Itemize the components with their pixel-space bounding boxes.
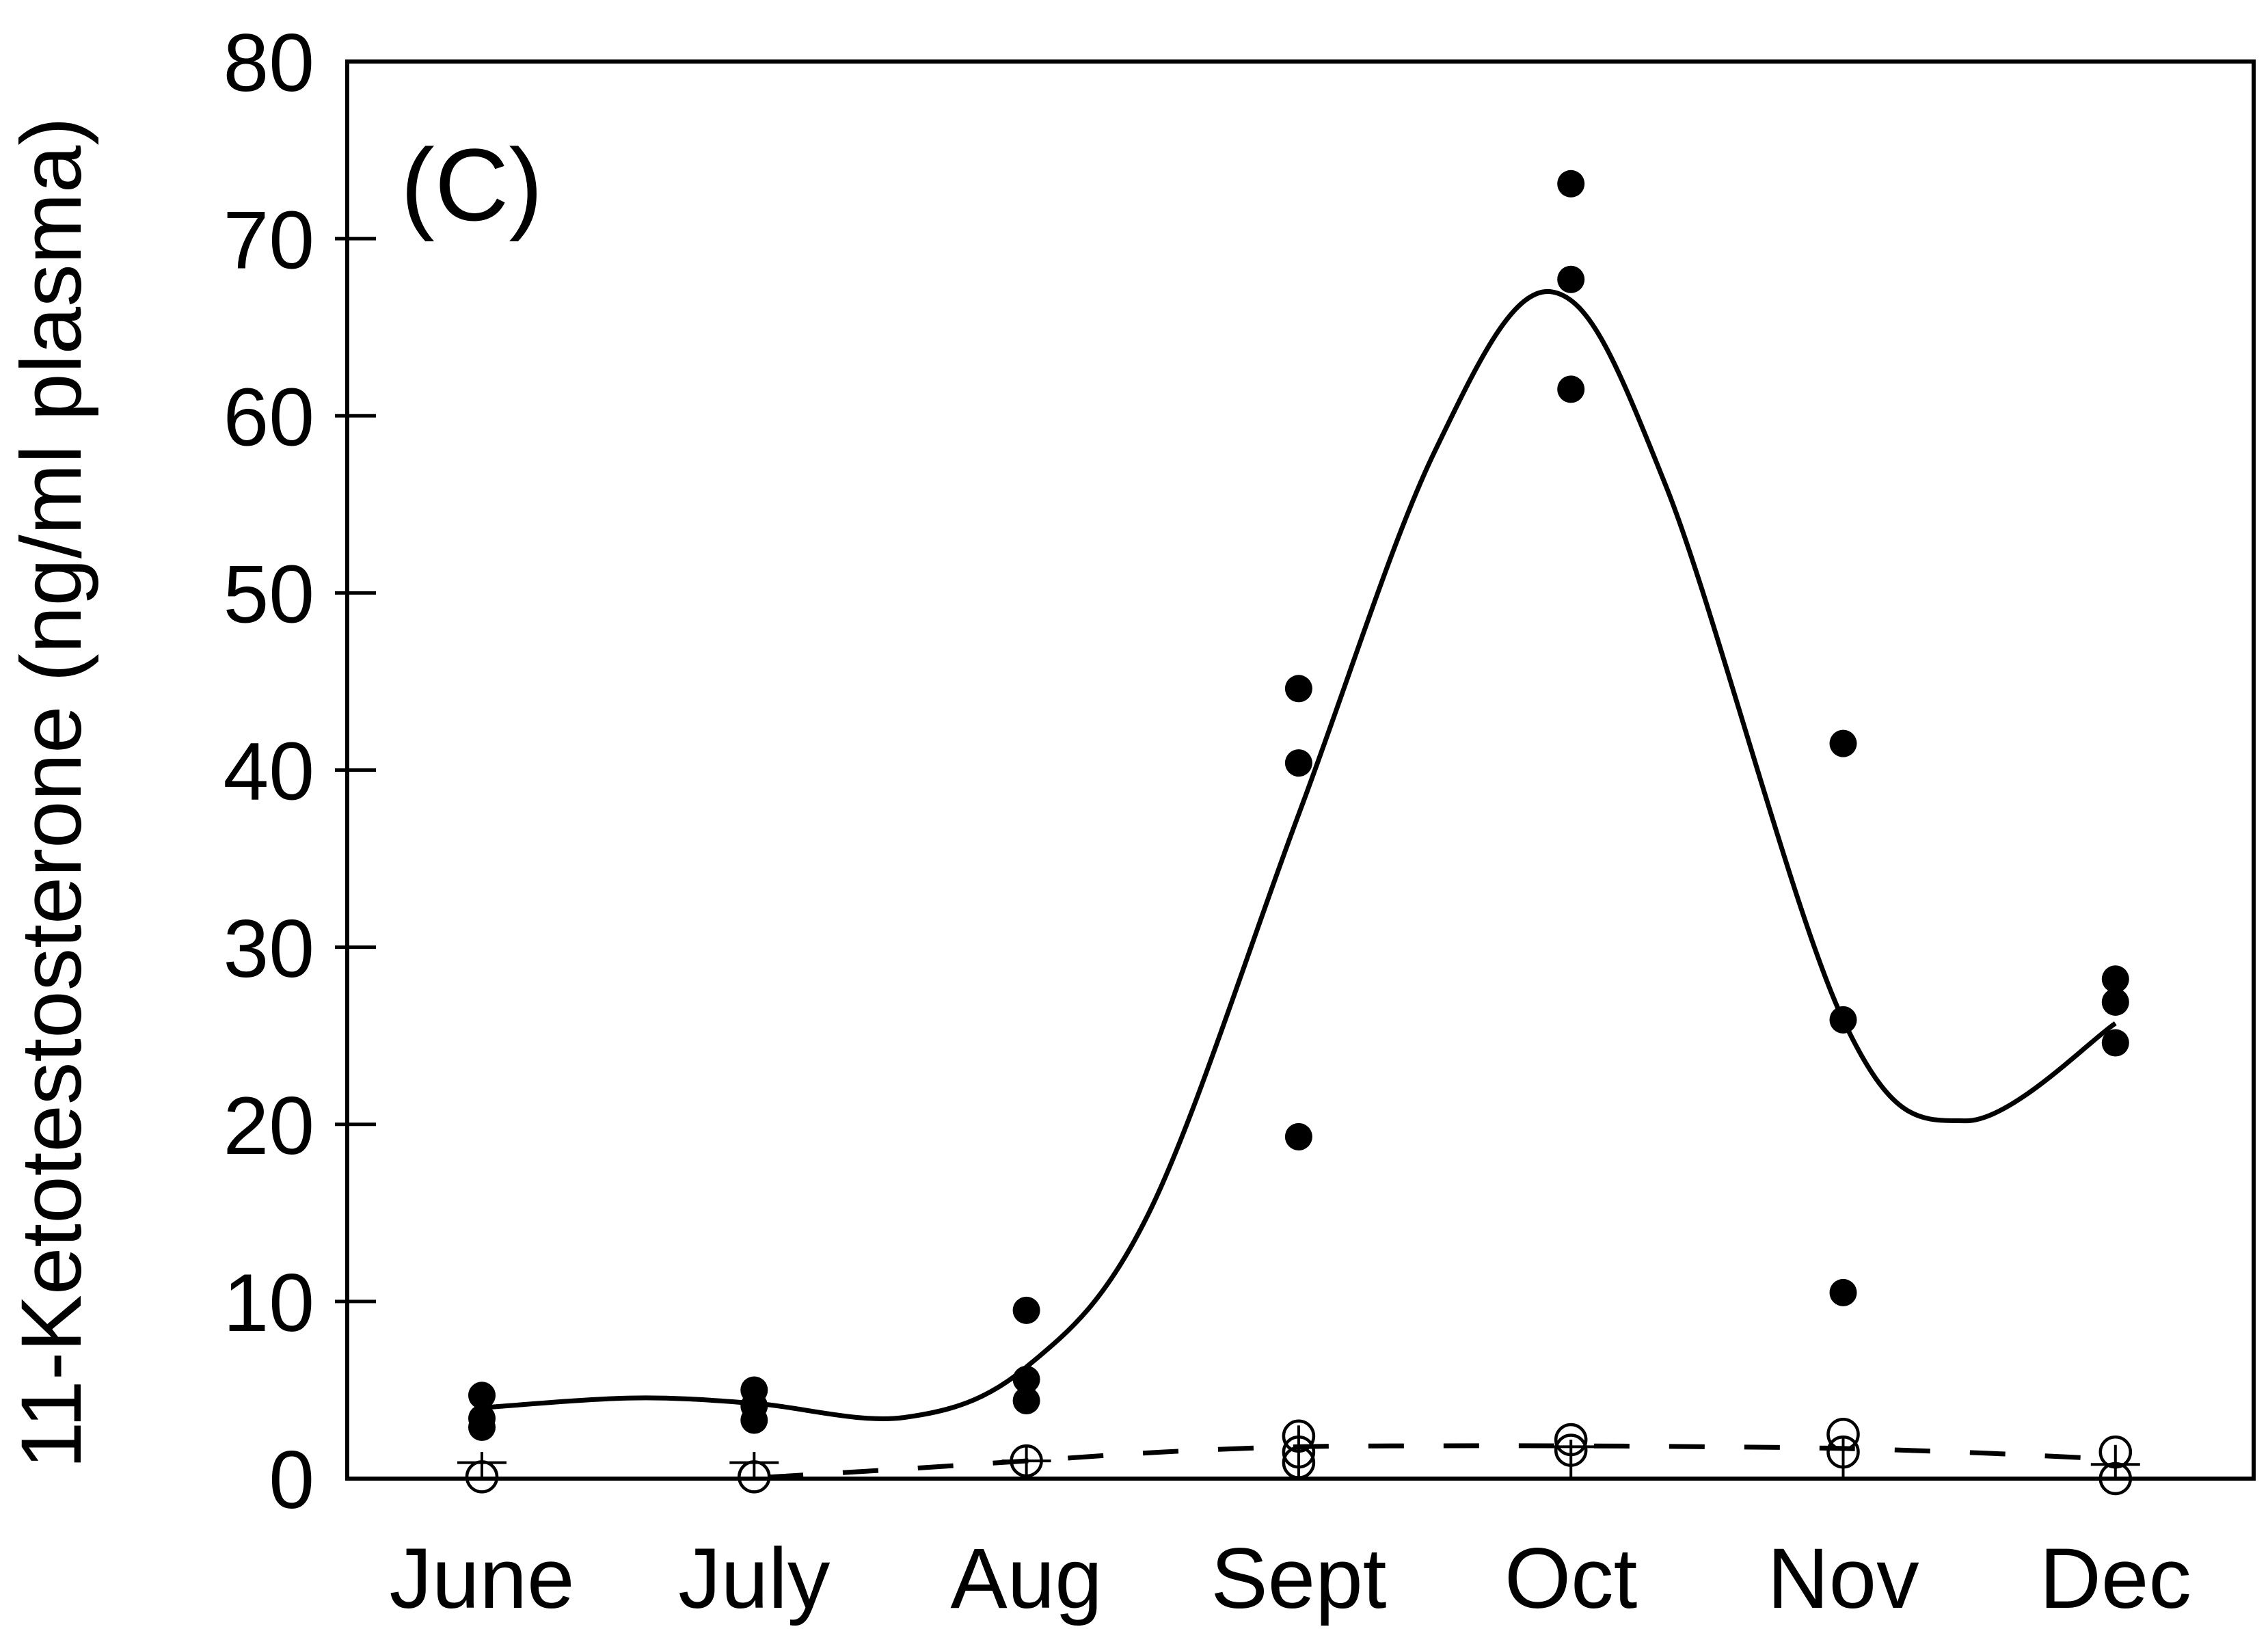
- male-data-point: [1829, 1006, 1857, 1034]
- y-tick-label: 70: [224, 194, 314, 286]
- y-tick-label: 50: [224, 549, 314, 641]
- x-tick-label: Nov: [1767, 1531, 1919, 1626]
- female-data-point: [1010, 1444, 1043, 1478]
- male-data-point: [2101, 1029, 2129, 1057]
- female-data-point: [1282, 1419, 1316, 1453]
- female-data-point: [2098, 1462, 2133, 1496]
- male-data-point: [1829, 729, 1857, 757]
- female-data-point: [465, 1460, 499, 1494]
- female-data-point: [1282, 1435, 1316, 1469]
- x-tick-label: Aug: [950, 1531, 1102, 1626]
- male-data-point: [468, 1382, 496, 1410]
- female-data-point: [1554, 1423, 1588, 1457]
- y-tick-label: 20: [224, 1080, 314, 1172]
- male-data-point: [1557, 265, 1585, 293]
- male-data-point: [1284, 1122, 1312, 1150]
- male-data-point: [1829, 1278, 1857, 1306]
- male-data-point: [1557, 170, 1585, 198]
- female-data-point: [1826, 1417, 1860, 1451]
- y-tick-label: 30: [224, 903, 314, 995]
- y-tick-label: 0: [269, 1434, 314, 1526]
- x-tick-label: June: [389, 1531, 574, 1626]
- male-data-point: [1557, 375, 1585, 403]
- x-tick-label: Sept: [1211, 1531, 1386, 1626]
- male-data-point: [1012, 1386, 1040, 1414]
- male-data-point: [1012, 1365, 1040, 1393]
- female-data-point: [738, 1460, 771, 1494]
- female-data-point: [1826, 1435, 1860, 1469]
- male-fit-curve: [481, 289, 2117, 1421]
- y-axis-title: 11-Ketotestosterone (ng/ml plasma): [4, 117, 99, 1469]
- male-data-point: [1284, 675, 1312, 703]
- male-data-point: [2101, 965, 2129, 993]
- female-data-point: [2098, 1435, 2133, 1469]
- female-data-point: [1282, 1446, 1316, 1479]
- male-data-point: [468, 1413, 496, 1441]
- male-data-point: [1284, 749, 1312, 777]
- panel-label: (C): [401, 127, 543, 242]
- y-tick-label: 10: [224, 1257, 314, 1349]
- x-tick-label: July: [678, 1531, 831, 1626]
- y-tick-label: 80: [224, 17, 314, 109]
- y-tick-label: 60: [224, 371, 314, 463]
- x-tick-label: Dec: [2040, 1531, 2191, 1626]
- male-data-point: [2101, 988, 2129, 1016]
- female-data-point: [1554, 1433, 1588, 1467]
- male-data-point: [740, 1406, 768, 1434]
- y-tick-label: 40: [224, 726, 314, 818]
- x-tick-label: Oct: [1504, 1531, 1637, 1626]
- male-data-point: [1012, 1296, 1040, 1324]
